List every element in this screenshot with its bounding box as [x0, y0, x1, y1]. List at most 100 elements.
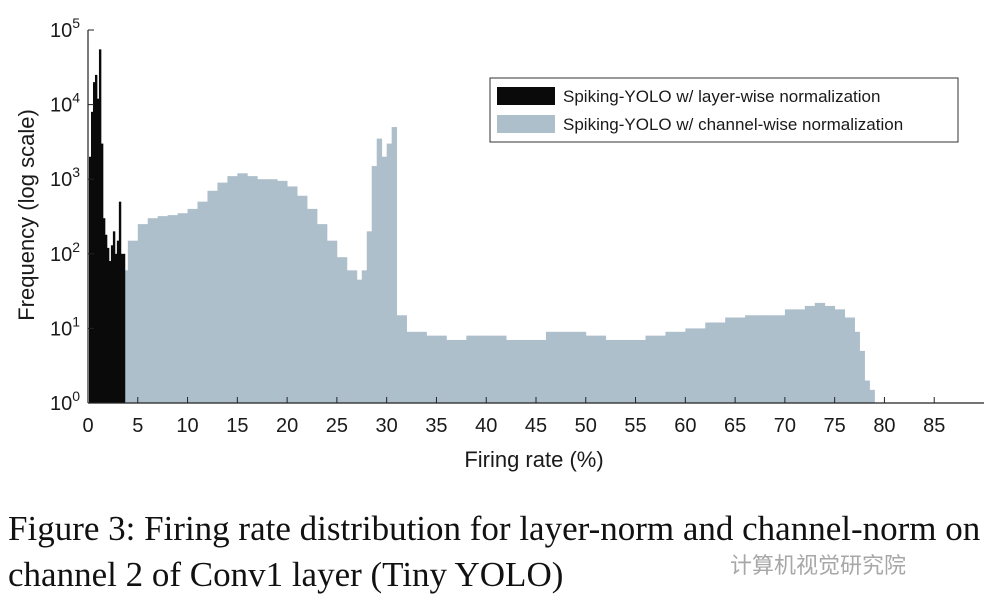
- channel-wise-bar: [745, 315, 766, 403]
- layer-wise-bar: [89, 156, 92, 403]
- x-tick-label: 55: [624, 415, 646, 437]
- channel-wise-bar: [227, 176, 238, 403]
- x-tick-label: 65: [724, 415, 746, 437]
- channel-wise-bar: [565, 331, 587, 403]
- layer-wise-bar: [112, 231, 116, 403]
- x-tick-label: 5: [132, 415, 143, 437]
- channel-wise-bar: [834, 309, 846, 403]
- channel-wise-bar: [197, 201, 208, 403]
- layer-wise-bar: [94, 74, 98, 403]
- figure-caption: Figure 3: Firing rate distribution for l…: [8, 509, 981, 594]
- channel-wise-bar: [545, 331, 567, 403]
- layer-wise-bar: [110, 245, 114, 403]
- channel-wise-bar: [665, 331, 686, 403]
- channel-wise-bar: [376, 138, 383, 404]
- x-tick-label: 20: [276, 415, 298, 437]
- channel-wise-bar: [859, 350, 865, 403]
- y-axis-label: Frequency (log scale): [14, 109, 39, 321]
- channel-wise-bar: [157, 216, 169, 403]
- x-tick-label: 70: [774, 415, 796, 437]
- channel-wise-bar: [645, 335, 666, 403]
- channel-wise-bar: [316, 224, 328, 403]
- channel-wise-bar: [366, 231, 373, 403]
- layer-wise-bar: [104, 234, 108, 403]
- channel-wise-bar: [326, 240, 338, 403]
- channel-wise-bar: [854, 331, 860, 403]
- firing-rate-histogram: 0 5 10 15 20 25 30 35 40 45 50 55 60 65 70 75 80 85 10010…: [14, 15, 984, 472]
- layer-wise-bar: [90, 111, 94, 403]
- layer-wise-bar: [116, 240, 120, 403]
- x-tick-label: 45: [525, 415, 547, 437]
- channel-wise-bar: [685, 328, 706, 403]
- channel-wise-bar: [824, 305, 836, 403]
- x-tick-label: 80: [873, 415, 895, 437]
- channel-wise-bar: [381, 156, 388, 403]
- channel-wise-bar: [705, 322, 726, 403]
- legend-swatch-layer-wise: [497, 87, 555, 105]
- channel-wise-bar: [804, 305, 816, 403]
- channel-wise-bar: [267, 179, 278, 403]
- layer-wise-bar: [98, 49, 102, 404]
- layer-wise-bar: [114, 253, 118, 403]
- x-tick-label: 60: [674, 415, 696, 437]
- channel-wise-bars: [122, 127, 875, 404]
- channel-wise-bar: [147, 218, 159, 403]
- legend-swatch-channel-wise: [497, 115, 555, 133]
- channel-wise-bar: [122, 270, 129, 403]
- layer-wise-bar: [118, 201, 122, 403]
- y-tick-label: 101: [50, 313, 80, 340]
- x-tick-label: 50: [575, 415, 597, 437]
- x-tick-label: 40: [475, 415, 497, 437]
- layer-wise-bar: [102, 218, 106, 403]
- channel-wise-bar: [784, 309, 806, 403]
- y-tick-label: 104: [50, 90, 80, 117]
- layer-wise-bar: [108, 261, 112, 403]
- legend: Spiking-YOLO w/ layer-wise normalization…: [489, 77, 959, 143]
- x-tick-label: 15: [226, 415, 248, 437]
- channel-wise-bar: [217, 182, 228, 403]
- channel-wise-bar: [869, 389, 875, 403]
- y-tick-label: 102: [50, 239, 80, 266]
- channel-wise-bar: [287, 186, 298, 403]
- channel-wise-bar: [356, 279, 363, 403]
- x-tick-label: 0: [82, 415, 93, 437]
- layer-wise-bar: [96, 98, 100, 403]
- y-tick-label: 105: [50, 15, 80, 42]
- channel-wise-bar: [336, 257, 348, 403]
- x-tick-labels: 0 5 10 15 20 25 30 35 40 45 50 55 60 65 70 75 80 85: [82, 397, 945, 437]
- channel-wise-bar: [307, 208, 318, 403]
- x-tick-label: 10: [176, 415, 198, 437]
- channel-wise-bar: [585, 335, 607, 403]
- channel-wise-bar: [814, 302, 826, 403]
- channel-wise-bar: [426, 335, 447, 403]
- channel-wise-bar: [346, 270, 358, 403]
- x-axis-label: Firing rate (%): [464, 447, 603, 472]
- channel-wise-bar: [844, 317, 855, 403]
- x-tick-label: 75: [824, 415, 846, 437]
- legend-label-layer-wise: Spiking-YOLO w/ layer-wise normalization: [563, 87, 880, 106]
- channel-wise-bar: [864, 380, 870, 403]
- channel-wise-bar: [137, 224, 149, 403]
- channel-wise-bar: [605, 339, 626, 403]
- channel-wise-bar: [207, 190, 218, 403]
- x-tick-label: 35: [425, 415, 447, 437]
- channel-wise-bar: [486, 335, 507, 403]
- channel-wise-bar: [725, 317, 746, 403]
- layer-wise-bar: [106, 247, 110, 403]
- channel-wise-bar: [127, 240, 139, 403]
- channel-wise-bar: [625, 339, 646, 403]
- channel-wise-bar: [277, 180, 288, 403]
- channel-wise-bar: [187, 208, 198, 403]
- x-tick-label: 25: [326, 415, 348, 437]
- channel-wise-bar: [167, 215, 178, 403]
- channel-wise-bar: [466, 335, 487, 403]
- y-tick-label: 103: [50, 164, 80, 191]
- y-tick-labels: 100 101 102 103 104 105: [50, 15, 94, 415]
- channel-wise-bar: [526, 339, 547, 403]
- channel-wise-bar: [386, 143, 393, 404]
- channel-wise-bar: [506, 339, 527, 403]
- channel-wise-bar: [257, 179, 268, 403]
- layer-wise-bar: [92, 82, 96, 403]
- layer-wise-bar: [100, 143, 104, 404]
- channel-wise-bar: [237, 173, 248, 403]
